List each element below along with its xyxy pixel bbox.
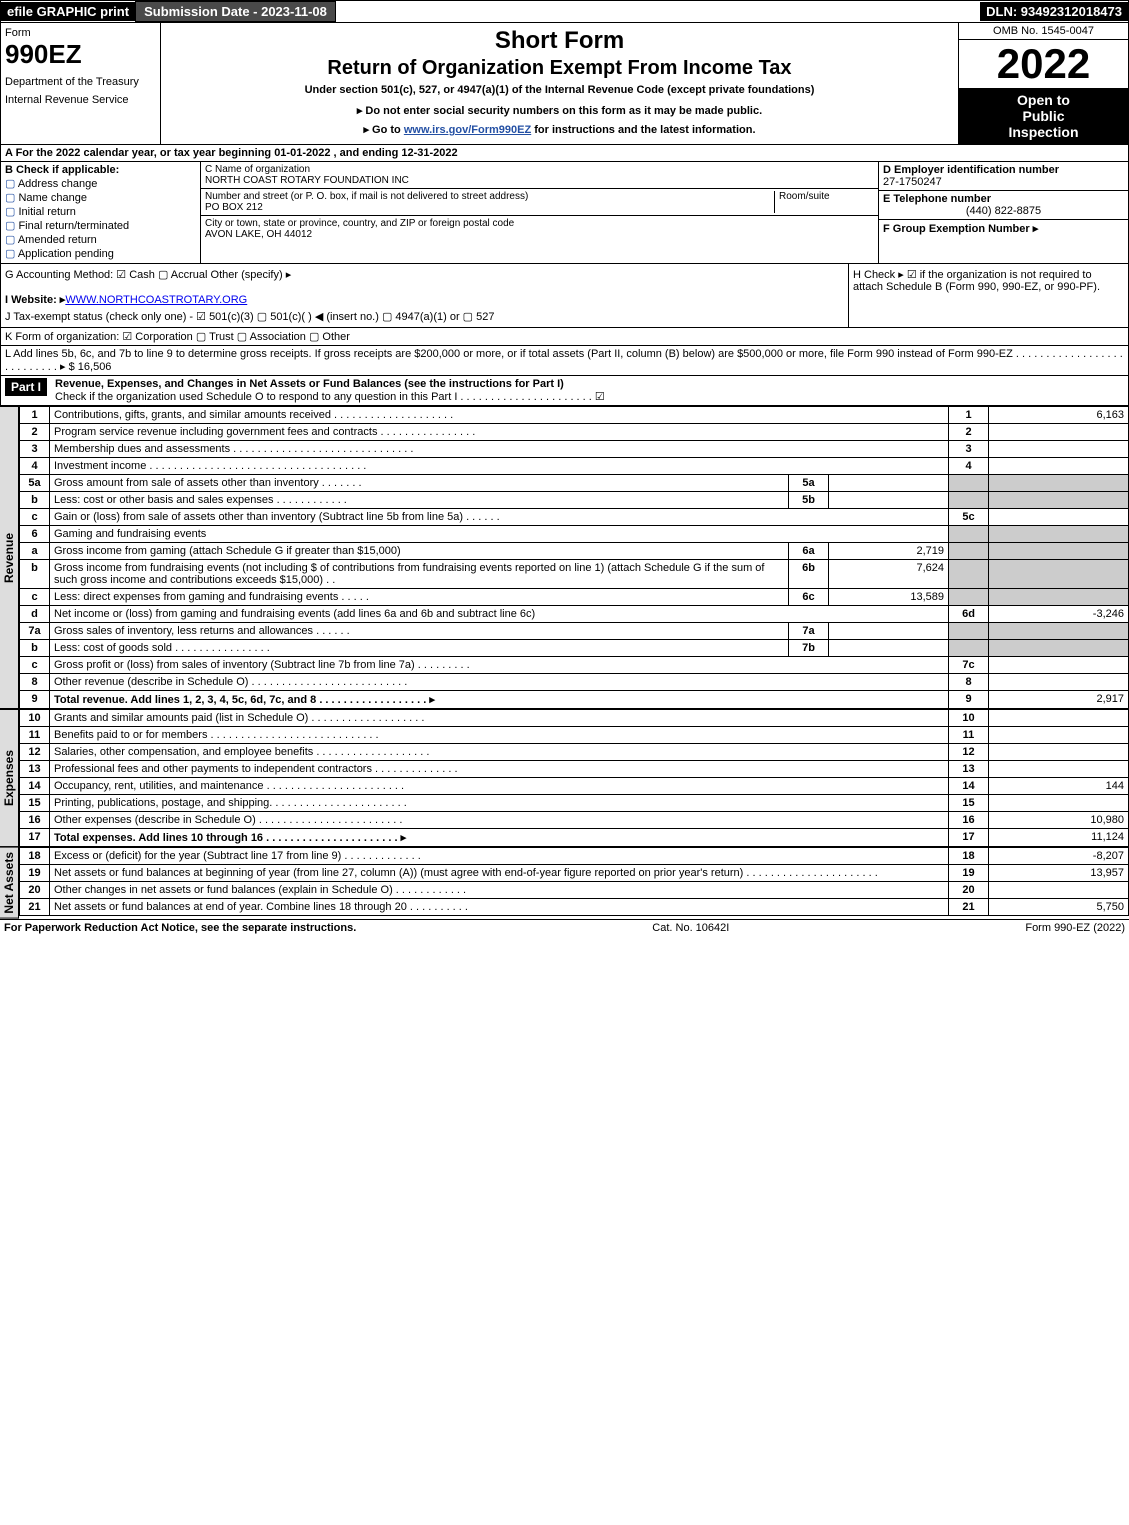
section-bcdef: B Check if applicable: Address change Na…	[0, 162, 1129, 264]
col-b-checkboxes: B Check if applicable: Address change Na…	[1, 162, 201, 263]
footer-right: Form 990-EZ (2022)	[1025, 922, 1125, 934]
col-g: G Accounting Method: ☑ Cash ▢ Accrual Ot…	[1, 264, 848, 327]
chk-amended[interactable]: Amended return	[5, 233, 196, 246]
goto-instructions: ▸ Go to www.irs.gov/Form990EZ for instru…	[165, 123, 954, 136]
col-c-org-info: C Name of organizationNORTH COAST ROTARY…	[201, 162, 878, 263]
ein-val: 27-1750247	[883, 176, 942, 188]
chk-initial-return[interactable]: Initial return	[5, 205, 196, 218]
c-name-lbl: C Name of organization	[205, 164, 310, 175]
row-a-tax-year: A For the 2022 calendar year, or tax yea…	[0, 145, 1129, 162]
part1-sub: Check if the organization used Schedule …	[55, 391, 605, 403]
netassets-tab: Net Assets	[0, 847, 19, 919]
page-footer: For Paperwork Reduction Act Notice, see …	[0, 919, 1129, 936]
goto-link[interactable]: www.irs.gov/Form990EZ	[404, 124, 531, 136]
part1-title: Revenue, Expenses, and Changes in Net As…	[55, 378, 564, 390]
efile-label: efile GRAPHIC print	[1, 2, 135, 21]
chk-name-change[interactable]: Name change	[5, 191, 196, 204]
website-link[interactable]: WWW.NORTHCOASTROTARY.ORG	[65, 294, 247, 306]
part1-label: Part I	[5, 378, 47, 396]
c-street-lbl: Number and street (or P. O. box, if mail…	[205, 191, 528, 202]
open2: Public	[963, 108, 1124, 124]
dln-label: DLN: 93492312018473	[980, 2, 1128, 21]
open1: Open to	[963, 92, 1124, 108]
l-val: 16,506	[78, 361, 112, 373]
row-l-gross-receipts: L Add lines 5b, 6c, and 7b to line 9 to …	[0, 346, 1129, 376]
expenses-tab: Expenses	[0, 709, 19, 847]
netassets-section: Net Assets 18Excess or (deficit) for the…	[0, 847, 1129, 919]
g-accounting: G Accounting Method: ☑ Cash ▢ Accrual Ot…	[5, 268, 844, 281]
part1-header-row: Part I Revenue, Expenses, and Changes in…	[0, 376, 1129, 406]
form-label: Form	[5, 27, 156, 39]
row-gh: G Accounting Method: ☑ Cash ▢ Accrual Ot…	[0, 264, 1129, 328]
dept-irs: Internal Revenue Service	[5, 94, 156, 106]
chk-app-pending[interactable]: Application pending	[5, 247, 196, 260]
website-lbl: I Website: ▸	[5, 294, 65, 306]
under-section: Under section 501(c), 527, or 4947(a)(1)…	[165, 84, 954, 96]
header-left: Form 990EZ Department of the Treasury In…	[1, 23, 161, 144]
dept-treasury: Department of the Treasury	[5, 76, 156, 88]
short-form-title: Short Form	[165, 27, 954, 55]
top-bar: efile GRAPHIC print Submission Date - 20…	[0, 0, 1129, 23]
revenue-tab: Revenue	[0, 406, 19, 709]
tel-val: (440) 822-8875	[883, 205, 1124, 217]
j-tax-exempt: J Tax-exempt status (check only one) - ☑…	[5, 310, 844, 323]
netassets-table: 18Excess or (deficit) for the year (Subt…	[19, 847, 1129, 916]
expenses-table: 10Grants and similar amounts paid (list …	[19, 709, 1129, 847]
goto-post: for instructions and the latest informat…	[531, 124, 755, 136]
c-city-val: AVON LAKE, OH 44012	[205, 229, 312, 240]
tax-year: 2022	[959, 40, 1128, 88]
open-public: Open to Public Inspection	[959, 88, 1128, 144]
form-header: Form 990EZ Department of the Treasury In…	[0, 23, 1129, 145]
l-text: L Add lines 5b, 6c, and 7b to line 9 to …	[5, 348, 1123, 373]
c-city-lbl: City or town, state or province, country…	[205, 218, 514, 229]
col-h-schedule-b: H Check ▸ ☑ if the organization is not r…	[848, 264, 1128, 327]
col-d-identifiers: D Employer identification number27-17502…	[878, 162, 1128, 263]
grp-lbl: F Group Exemption Number ▸	[883, 223, 1038, 235]
submission-date: Submission Date - 2023-11-08	[135, 1, 336, 22]
footer-left: For Paperwork Reduction Act Notice, see …	[4, 922, 356, 934]
room-suite-lbl: Room/suite	[774, 191, 874, 213]
omb-number: OMB No. 1545-0047	[959, 23, 1128, 40]
chk-final-return[interactable]: Final return/terminated	[5, 219, 196, 232]
header-right: OMB No. 1545-0047 2022 Open to Public In…	[958, 23, 1128, 144]
c-street-val: PO BOX 212	[205, 202, 263, 213]
form-number: 990EZ	[5, 39, 156, 70]
revenue-section: Revenue 1Contributions, gifts, grants, a…	[0, 406, 1129, 709]
footer-mid: Cat. No. 10642I	[356, 922, 1025, 934]
ein-lbl: D Employer identification number	[883, 164, 1059, 176]
open3: Inspection	[963, 124, 1124, 140]
c-name-val: NORTH COAST ROTARY FOUNDATION INC	[205, 175, 409, 186]
expenses-section: Expenses 10Grants and similar amounts pa…	[0, 709, 1129, 847]
do-not-enter: ▸ Do not enter social security numbers o…	[165, 104, 954, 117]
goto-pre: ▸ Go to	[363, 124, 403, 136]
b-title: B Check if applicable:	[5, 164, 119, 176]
header-mid: Short Form Return of Organization Exempt…	[161, 23, 958, 144]
row-k-org-form: K Form of organization: ☑ Corporation ▢ …	[0, 328, 1129, 346]
return-title: Return of Organization Exempt From Incom…	[165, 57, 954, 80]
revenue-table: 1Contributions, gifts, grants, and simil…	[19, 406, 1129, 709]
tel-lbl: E Telephone number	[883, 193, 991, 205]
chk-address-change[interactable]: Address change	[5, 177, 196, 190]
